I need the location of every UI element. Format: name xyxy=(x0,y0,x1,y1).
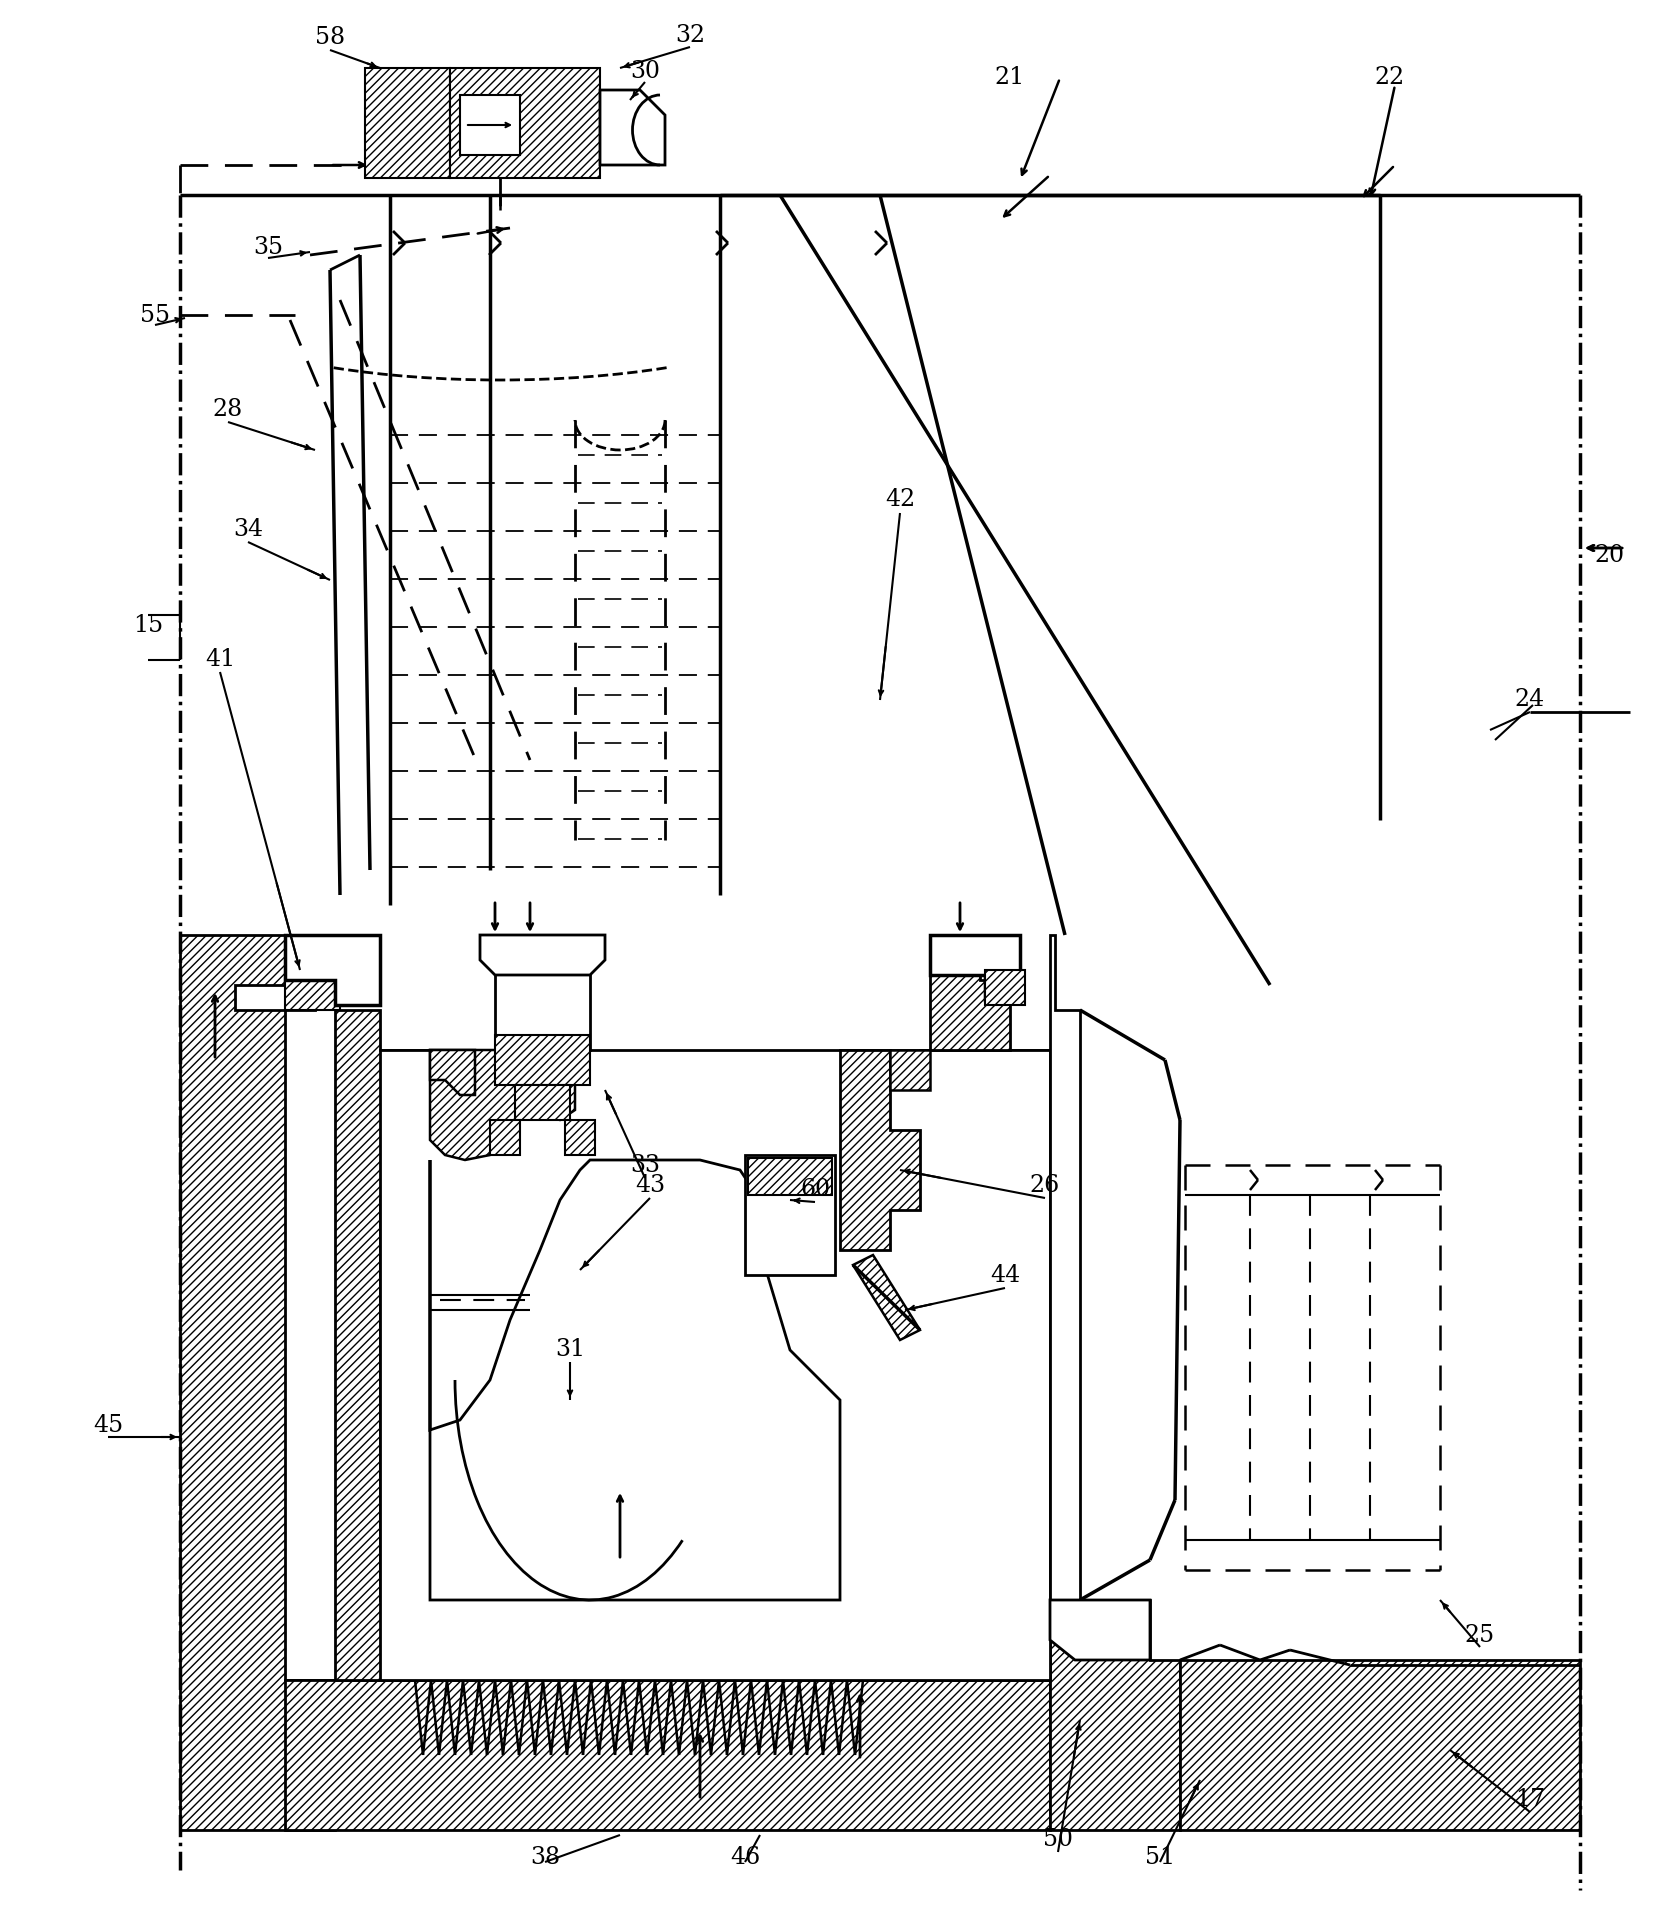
Text: 60: 60 xyxy=(800,1178,830,1201)
Text: 46: 46 xyxy=(729,1846,759,1869)
Text: 50: 50 xyxy=(1043,1829,1074,1852)
Polygon shape xyxy=(921,1050,1050,1599)
Text: 28: 28 xyxy=(213,398,244,421)
Polygon shape xyxy=(931,935,1010,1050)
Text: 25: 25 xyxy=(1465,1624,1495,1647)
Text: 45: 45 xyxy=(92,1414,123,1437)
Polygon shape xyxy=(516,1085,570,1119)
Polygon shape xyxy=(286,935,380,1004)
Polygon shape xyxy=(600,90,665,165)
Text: 34: 34 xyxy=(234,518,264,541)
Polygon shape xyxy=(180,935,334,1831)
Polygon shape xyxy=(480,935,605,976)
Polygon shape xyxy=(984,970,1025,1004)
Text: 42: 42 xyxy=(885,488,916,511)
Polygon shape xyxy=(430,1050,575,1159)
Text: 38: 38 xyxy=(529,1846,559,1869)
Polygon shape xyxy=(1179,1660,1579,1831)
Polygon shape xyxy=(380,1050,1050,1680)
Polygon shape xyxy=(564,1119,595,1155)
Polygon shape xyxy=(1050,935,1080,1599)
Text: 26: 26 xyxy=(1030,1173,1060,1196)
Polygon shape xyxy=(853,1255,921,1339)
Polygon shape xyxy=(450,69,600,178)
Text: 17: 17 xyxy=(1515,1789,1546,1812)
Text: 58: 58 xyxy=(314,27,344,50)
Text: 32: 32 xyxy=(675,23,706,46)
Polygon shape xyxy=(1050,1599,1179,1831)
Text: 30: 30 xyxy=(630,61,660,84)
Text: 24: 24 xyxy=(1515,689,1546,712)
Polygon shape xyxy=(748,1157,832,1196)
Text: 51: 51 xyxy=(1146,1846,1174,1869)
Polygon shape xyxy=(430,1159,840,1599)
Text: 44: 44 xyxy=(990,1263,1020,1287)
Polygon shape xyxy=(890,1050,931,1090)
Polygon shape xyxy=(931,935,1020,1000)
Text: 20: 20 xyxy=(1594,543,1625,566)
Polygon shape xyxy=(286,976,339,1010)
Text: 21: 21 xyxy=(995,67,1025,90)
Polygon shape xyxy=(235,935,316,1010)
Bar xyxy=(460,96,521,155)
Text: 31: 31 xyxy=(554,1339,585,1362)
Polygon shape xyxy=(430,1050,475,1094)
Text: 41: 41 xyxy=(205,649,235,671)
Text: 22: 22 xyxy=(1374,67,1404,90)
Polygon shape xyxy=(286,1680,1050,1831)
Text: 55: 55 xyxy=(139,304,170,327)
Polygon shape xyxy=(840,1050,921,1249)
Text: 15: 15 xyxy=(133,614,163,637)
Polygon shape xyxy=(334,1010,430,1680)
Polygon shape xyxy=(365,69,450,178)
Polygon shape xyxy=(491,1119,521,1155)
Bar xyxy=(744,1155,835,1274)
Polygon shape xyxy=(496,935,590,1050)
Polygon shape xyxy=(496,1035,590,1085)
Text: 43: 43 xyxy=(635,1173,665,1196)
Text: 33: 33 xyxy=(630,1154,660,1176)
Text: 35: 35 xyxy=(254,237,282,260)
Polygon shape xyxy=(1050,1599,1151,1660)
